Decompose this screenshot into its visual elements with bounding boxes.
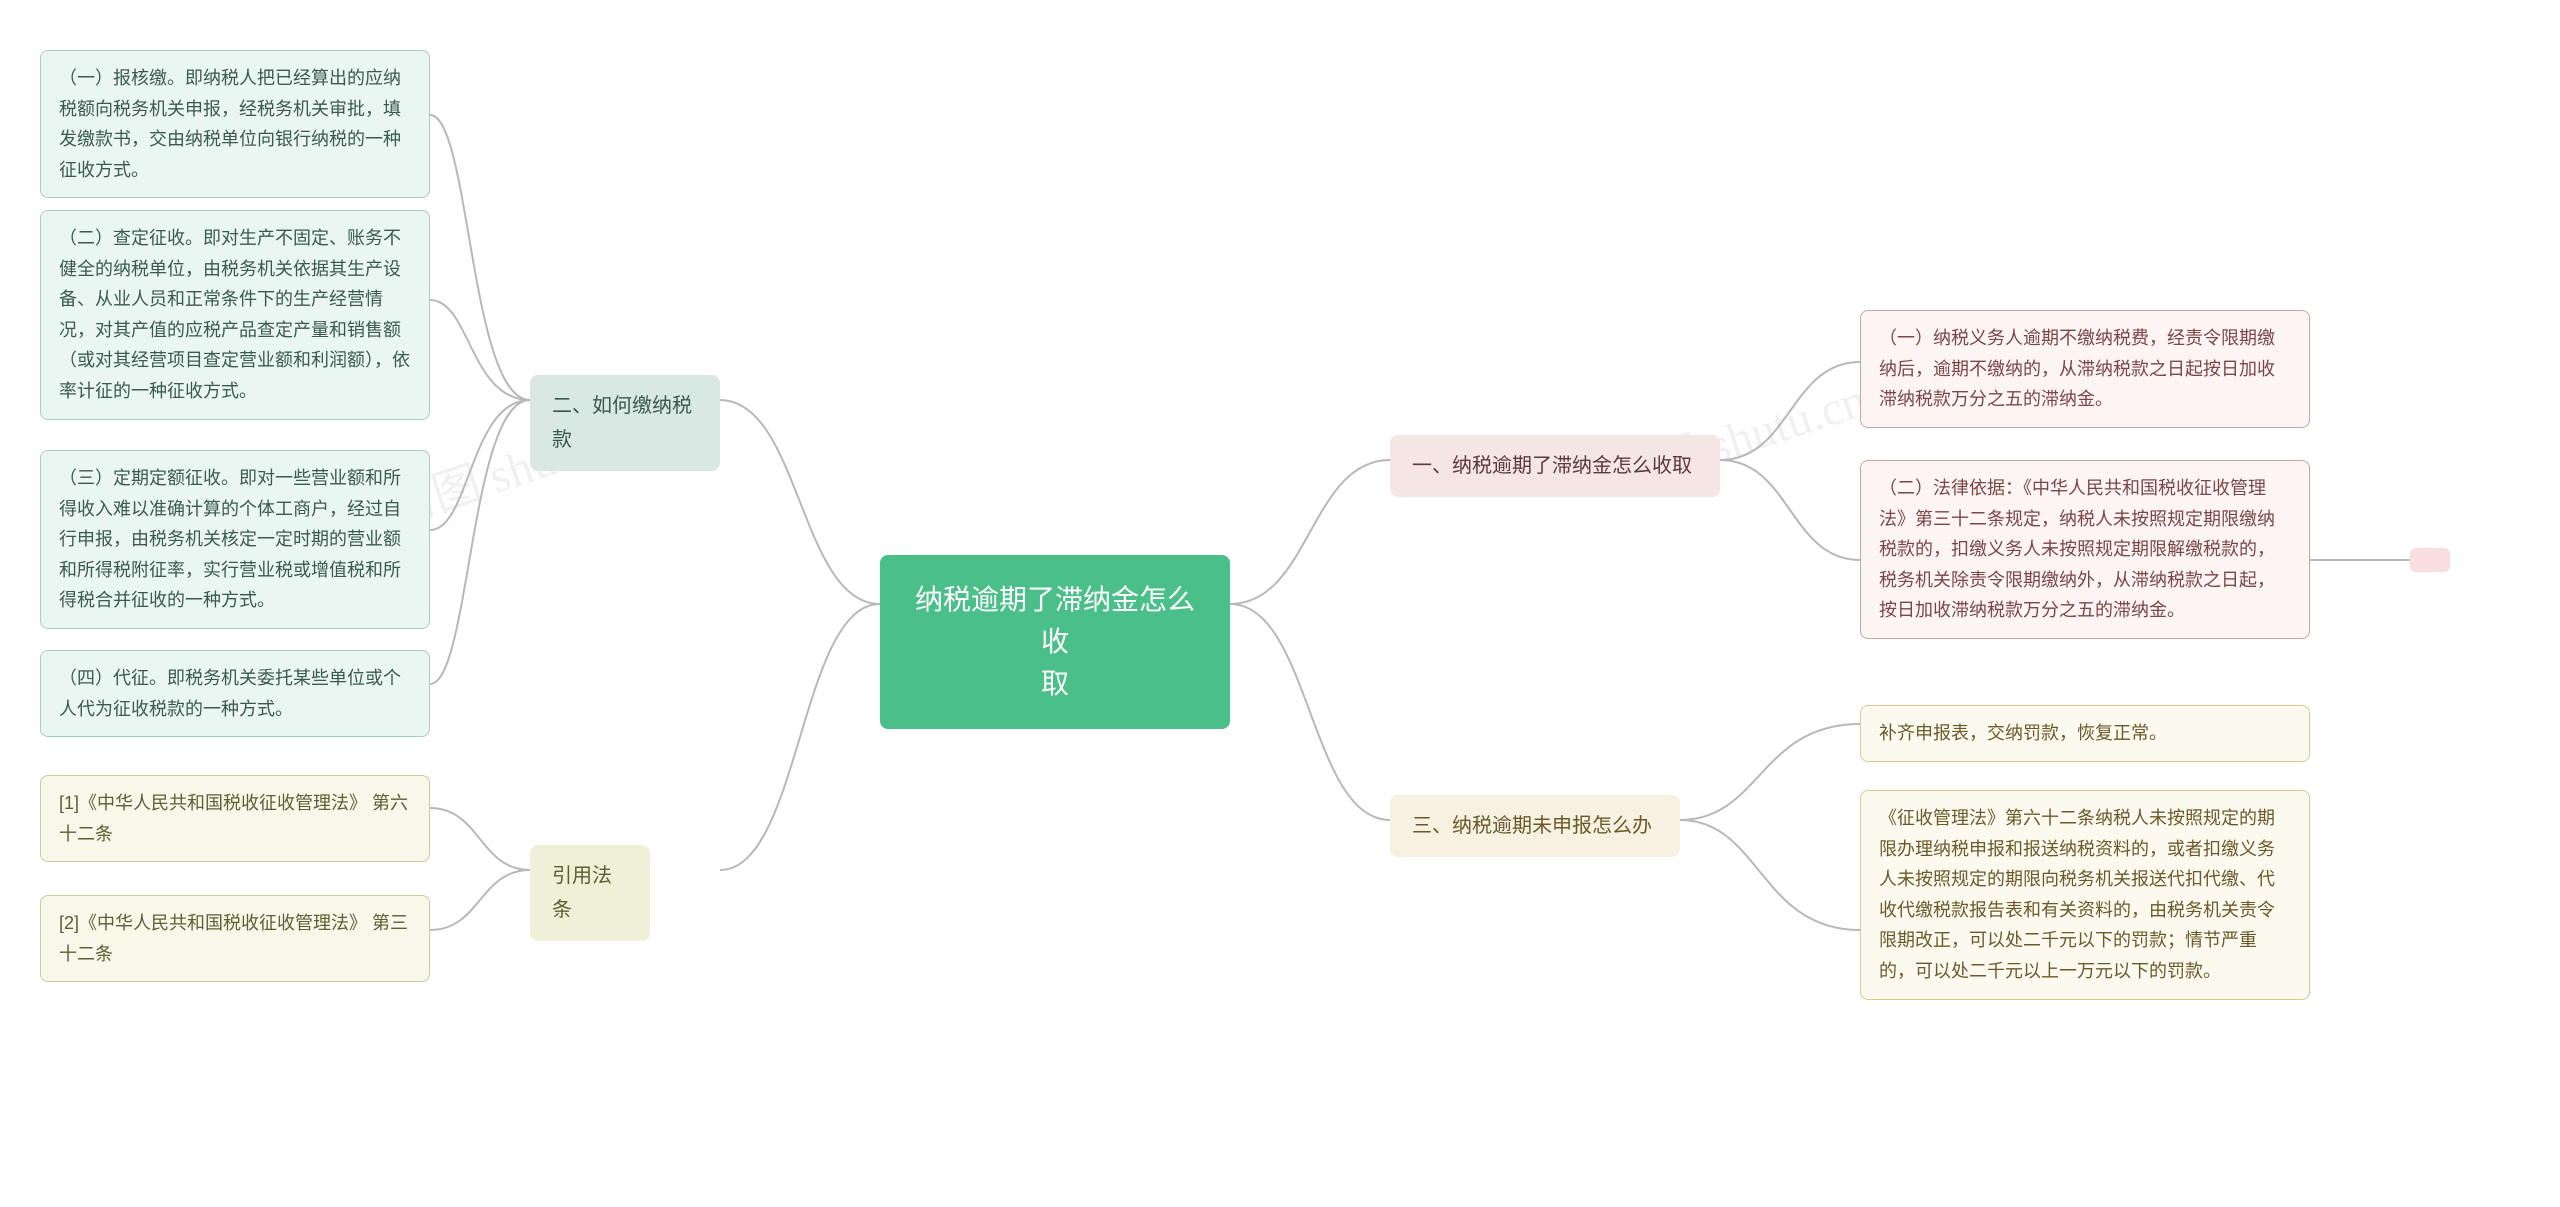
branch-3-leaf-2[interactable]: 《征收管理法》第六十二条纳税人未按照规定的期限办理纳税申报和报送纳税资料的，或者… bbox=[1860, 790, 2310, 1000]
branch-1-leaf-1[interactable]: （一）纳税义务人逾期不缴纳税费，经责令限期缴纳后，逾期不缴纳的，从滞纳税款之日起… bbox=[1860, 310, 2310, 428]
branch-4-leaf-1[interactable]: [1]《中华人民共和国税收征收管理法》 第六十二条 bbox=[40, 775, 430, 862]
branch-3-leaf-1[interactable]: 补齐申报表，交纳罚款，恢复正常。 bbox=[1860, 705, 2310, 762]
branch-2-leaf-4[interactable]: （四）代征。即税务机关委托某些单位或个人代为征收税款的一种方式。 bbox=[40, 650, 430, 737]
center-node[interactable]: 纳税逾期了滞纳金怎么收取 bbox=[880, 555, 1230, 729]
branch-2-leaf-1[interactable]: （一）报核缴。即纳税人把已经算出的应纳税额向税务机关申报，经税务机关审批，填发缴… bbox=[40, 50, 430, 198]
branch-2-leaf-3[interactable]: （三）定期定额征收。即对一些营业额和所得收入难以准确计算的个体工商户，经过自行申… bbox=[40, 450, 430, 629]
branch-2-leaf-2[interactable]: （二）查定征收。即对生产不固定、账务不健全的纳税单位，由税务机关依据其生产设备、… bbox=[40, 210, 430, 420]
branch-2[interactable]: 二、如何缴纳税款 bbox=[530, 375, 720, 471]
branch-1[interactable]: 一、纳税逾期了滞纳金怎么收取 bbox=[1390, 435, 1720, 497]
branch-4[interactable]: 引用法条 bbox=[530, 845, 650, 941]
branch-4-leaf-2[interactable]: [2]《中华人民共和国税收征收管理法》 第三十二条 bbox=[40, 895, 430, 982]
branch-1-leaf-2-stub bbox=[2410, 548, 2450, 572]
branch-1-leaf-2[interactable]: （二）法律依据：《中华人民共和国税收征收管理法》第三十二条规定，纳税人未按照规定… bbox=[1860, 460, 2310, 639]
branch-3[interactable]: 三、纳税逾期未申报怎么办 bbox=[1390, 795, 1680, 857]
